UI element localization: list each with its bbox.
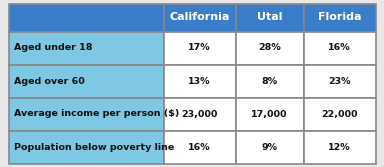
Bar — [303, 98, 376, 130]
Text: 12%: 12% — [328, 142, 351, 151]
Bar — [8, 64, 164, 98]
Text: Utal: Utal — [257, 13, 282, 23]
Bar — [235, 64, 303, 98]
Text: California: California — [169, 13, 230, 23]
Text: 23%: 23% — [328, 76, 351, 86]
Bar — [8, 4, 164, 32]
Bar — [303, 130, 376, 163]
Bar — [8, 98, 164, 130]
Bar — [164, 64, 235, 98]
Bar — [164, 130, 235, 163]
Text: 28%: 28% — [258, 43, 281, 52]
Bar — [303, 4, 376, 32]
Text: 16%: 16% — [328, 43, 351, 52]
Bar — [235, 130, 303, 163]
Text: 17%: 17% — [188, 43, 211, 52]
Text: Florida: Florida — [318, 13, 361, 23]
Text: Aged over 60: Aged over 60 — [15, 76, 85, 86]
Bar — [303, 64, 376, 98]
Text: 9%: 9% — [262, 142, 278, 151]
Bar — [303, 32, 376, 64]
Text: 13%: 13% — [188, 76, 211, 86]
Text: Average income per person ($): Average income per person ($) — [15, 110, 180, 119]
Bar — [164, 98, 235, 130]
Text: 8%: 8% — [262, 76, 278, 86]
Bar — [8, 130, 164, 163]
Text: 16%: 16% — [188, 142, 211, 151]
Bar — [164, 32, 235, 64]
Text: Aged under 18: Aged under 18 — [15, 43, 93, 52]
Text: Population below poverty line: Population below poverty line — [15, 142, 175, 151]
Bar — [8, 32, 164, 64]
Text: 17,000: 17,000 — [251, 110, 288, 119]
Bar — [235, 4, 303, 32]
Bar — [235, 98, 303, 130]
Text: 23,000: 23,000 — [181, 110, 218, 119]
Text: 22,000: 22,000 — [321, 110, 358, 119]
Bar — [164, 4, 235, 32]
Bar — [235, 32, 303, 64]
